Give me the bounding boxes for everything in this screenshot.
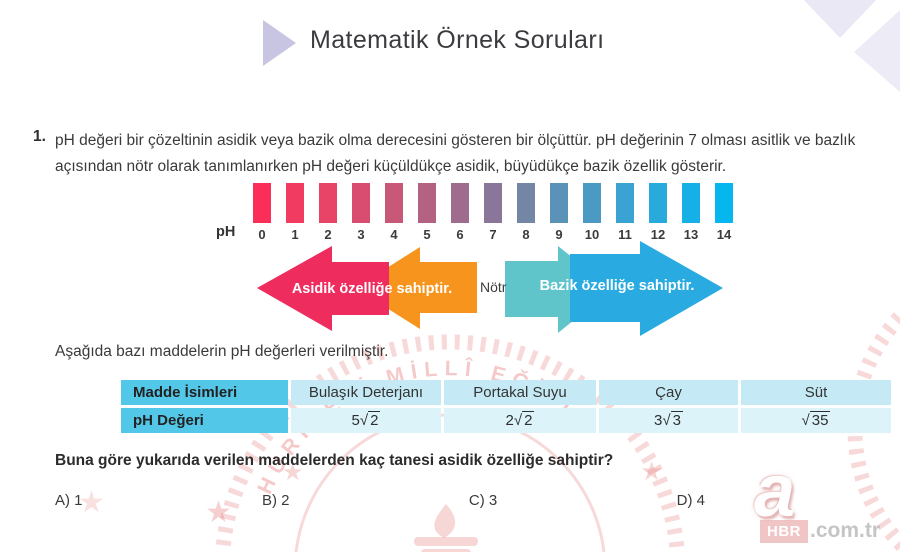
ph-bar [451, 183, 469, 223]
acidic-back-arrow [355, 247, 477, 329]
ph-bar-column: 0 [253, 183, 271, 242]
substance-name-cell: Portakal Suyu [444, 380, 596, 405]
row-header-madde: Madde İsimleri [121, 380, 288, 405]
acidic-arrow-label: Asidik özelliğe sahiptir. [292, 281, 452, 297]
ph-bar-column: 7 [484, 183, 502, 242]
radical-sign: √ [513, 412, 523, 429]
ph-bar [286, 183, 304, 223]
radical-sign: √ [801, 412, 810, 429]
question-text: pH değeri bir çözeltinin asidik veya baz… [55, 132, 856, 175]
ph-tick-label: 4 [390, 227, 398, 242]
option-D: D) 4 [676, 492, 705, 509]
torch-icon [414, 504, 478, 552]
ph-arrows-diagram: Asidik özelliğe sahiptir. Nötr Bazik öze… [257, 241, 723, 336]
ph-bar [550, 183, 568, 223]
radical-sign: √ [359, 412, 369, 429]
ph-tick-label: 7 [489, 227, 497, 242]
option-A: A) 1 [55, 492, 83, 509]
ph-tick-label: 8 [522, 227, 530, 242]
ahbr-a-letter: a [754, 449, 796, 532]
ph-tick-label: 9 [555, 227, 563, 242]
ph-bar [583, 183, 601, 223]
ph-value-cell: 5√ 2 [291, 408, 441, 433]
basic-arrow-label: Bazik özelliğe sahiptir. [540, 278, 695, 294]
ph-bar-column: 13 [682, 183, 700, 242]
radicand: 2 [368, 411, 381, 429]
ph-bar [253, 183, 271, 223]
ahbr-hbr-text: HBR [767, 523, 801, 540]
option-C: C) 3 [468, 492, 498, 509]
radical-coefficient: 5 [351, 412, 360, 429]
ph-bar-column: 4 [385, 183, 403, 242]
ph-bar-column: 12 [649, 183, 667, 242]
ahbr-watermark-logo: a HBR .com.tr [750, 449, 898, 552]
ph-tick-label: 6 [456, 227, 464, 242]
ahbr-domain-text: .com.tr [810, 519, 881, 542]
ph-bar-column: 3 [352, 183, 370, 242]
ph-bar-column: 9 [550, 183, 568, 242]
seal-rope-circle [215, 334, 685, 552]
corner-decoration-icon [804, 0, 900, 92]
ph-bar-column: 1 [286, 183, 304, 242]
ph-bar-column: 8 [517, 183, 535, 242]
ph-tick-label: 2 [324, 227, 332, 242]
ph-value-cell: 2√ 2 [444, 408, 596, 433]
ph-bar [682, 183, 700, 223]
star-icon: ★ [640, 456, 663, 486]
ph-bars: 0 1 2 3 4 5 6 7 8 9 10 11 12 13 14 [253, 183, 733, 242]
row-header-ph: pH Değeri [121, 408, 288, 433]
radicand: 3 [670, 411, 683, 429]
ph-bar-column: 10 [583, 183, 601, 242]
ph-tick-label: 12 [650, 227, 666, 242]
radical-coefficient: 2 [505, 412, 514, 429]
ph-tick-label: 14 [716, 227, 732, 242]
ph-tick-label: 0 [258, 227, 266, 242]
acidic-front-arrow [257, 246, 389, 331]
ph-tick-label: 3 [357, 227, 365, 242]
question-number: 1. [33, 128, 46, 145]
ph-value-cell: 3√ 3 [599, 408, 738, 433]
ph-bar [418, 183, 436, 223]
radicand: 35 [809, 411, 831, 429]
ph-bar [319, 183, 337, 223]
ph-value-cell: √ 35 [741, 408, 891, 433]
substance-name-cell: Bulaşık Deterjanı [291, 380, 441, 405]
answer-options: A) 1 B) 2 C) 3 D) 4 [55, 492, 705, 509]
neutral-label: Nötr [480, 279, 507, 295]
substance-name-cell: Süt [741, 380, 891, 405]
radical-sign: √ [662, 412, 671, 429]
ph-bar-column: 5 [418, 183, 436, 242]
radical-coefficient: 3 [654, 412, 663, 429]
ph-bar [649, 183, 667, 223]
ph-bar-column: 14 [715, 183, 733, 242]
ph-values-table: Madde İsimleri Bulaşık Deterjanı Portakal … [118, 377, 894, 436]
radicand: 2 [522, 411, 535, 429]
page-title: Matematik Örnek Soruları [310, 26, 605, 54]
basic-front-arrow [570, 241, 723, 336]
option-B: B) 2 [261, 492, 290, 509]
ph-bar [352, 183, 370, 223]
ahbr-hbr-badge: HBR [760, 520, 808, 543]
substance-name-cell: Çay [599, 380, 738, 405]
question-prompt: Buna göre yukarıda verilen maddelerden k… [55, 452, 614, 469]
ph-bar [385, 183, 403, 223]
ph-bar-column: 6 [451, 183, 469, 242]
ph-bar [484, 183, 502, 223]
ph-bar [616, 183, 634, 223]
table-intro-text: Aşağıda bazı maddelerin pH değerleri ver… [55, 343, 389, 360]
ph-bar-column: 11 [616, 183, 634, 242]
play-triangle-icon [263, 20, 296, 66]
ph-bar [517, 183, 535, 223]
ph-bar-column: 2 [319, 183, 337, 242]
ph-bar [715, 183, 733, 223]
ph-tick-label: 10 [584, 227, 600, 242]
ph-tick-label: 5 [423, 227, 431, 242]
ph-axis-label: pH [216, 224, 236, 240]
ph-tick-label: 13 [683, 227, 699, 242]
ph-tick-label: 1 [291, 227, 299, 242]
ph-tick-label: 11 [618, 227, 632, 242]
